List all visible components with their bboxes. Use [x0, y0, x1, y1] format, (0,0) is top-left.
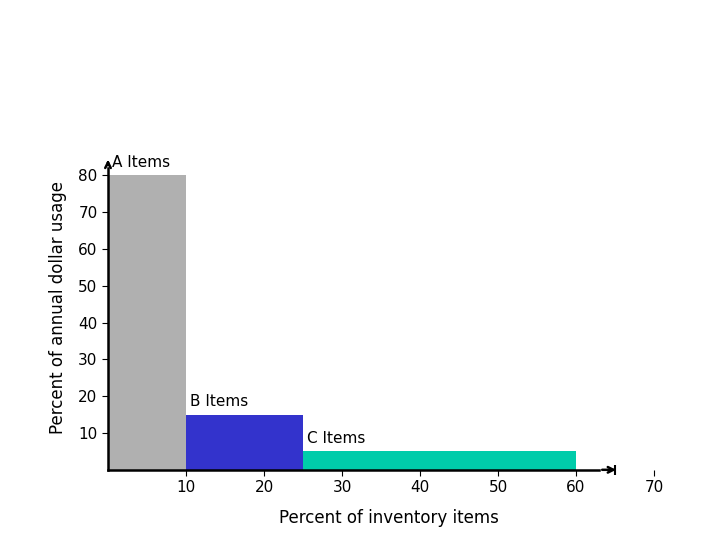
- Bar: [186, 415, 303, 470]
- Text: A Items: A Items: [112, 155, 170, 170]
- Bar: [108, 176, 186, 470]
- Text: B Items: B Items: [190, 394, 248, 409]
- Y-axis label: Percent of annual dollar usage: Percent of annual dollar usage: [49, 181, 67, 434]
- Bar: [303, 451, 576, 470]
- X-axis label: Percent of inventory items: Percent of inventory items: [279, 509, 499, 527]
- Text: ABC Analysis: ABC Analysis: [230, 54, 493, 92]
- Text: C Items: C Items: [307, 431, 365, 446]
